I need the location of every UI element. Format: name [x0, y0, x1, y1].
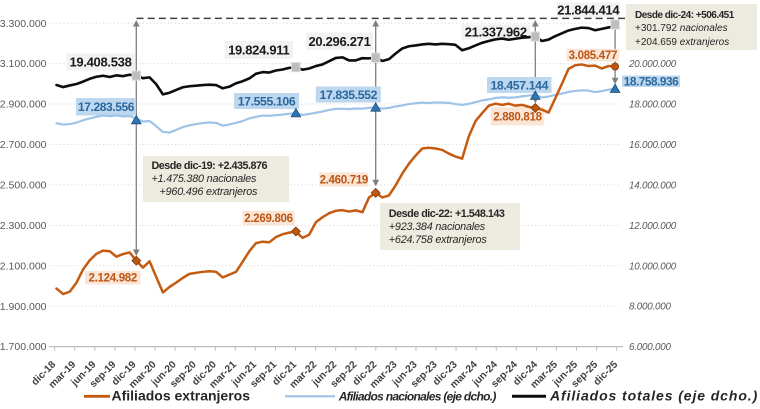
svg-text:21.337.962: 21.337.962 [465, 25, 527, 40]
svg-text:8.000.000: 8.000.000 [629, 302, 672, 313]
svg-text:17.555.106: 17.555.106 [238, 94, 296, 108]
svg-text:1.700.000: 1.700.000 [0, 341, 47, 353]
svg-text:20.000.000: 20.000.000 [628, 59, 677, 70]
svg-text:2.500.000: 2.500.000 [0, 180, 47, 192]
svg-text:17.283.556: 17.283.556 [78, 100, 135, 114]
svg-text:2.460.719: 2.460.719 [320, 174, 368, 186]
svg-text:2.700.000: 2.700.000 [0, 139, 47, 151]
svg-text:2.900.000: 2.900.000 [0, 99, 47, 111]
svg-text:2.269.806: 2.269.806 [244, 213, 292, 225]
svg-text:2.100.000: 2.100.000 [0, 260, 47, 272]
svg-text:3.085.477: 3.085.477 [569, 50, 617, 62]
svg-text:6.000.000: 6.000.000 [629, 342, 672, 353]
svg-text:20.296.271: 20.296.271 [308, 34, 370, 49]
svg-text:1.900.000: 1.900.000 [0, 301, 47, 313]
svg-text:19.824.911: 19.824.911 [228, 43, 289, 58]
svg-text:17.835.552: 17.835.552 [320, 88, 378, 102]
svg-text:Afiliados totales (eje dcho.): Afiliados totales (eje dcho.) [549, 388, 758, 404]
svg-text:18.758.936: 18.758.936 [624, 74, 679, 88]
svg-text:18.000.000: 18.000.000 [629, 100, 677, 111]
svg-text:12.000.000: 12.000.000 [629, 221, 677, 232]
svg-text:18.457.144: 18.457.144 [490, 78, 548, 92]
svg-text:3.300.000: 3.300.000 [0, 18, 47, 30]
svg-text:Afiliados extranjeros: Afiliados extranjeros [112, 388, 251, 404]
svg-text:21.844.414: 21.844.414 [557, 2, 620, 17]
svg-text:Afiliados nacionales (eje dcho: Afiliados nacionales (eje dcho.) [338, 390, 497, 404]
svg-text:10.000.000: 10.000.000 [629, 261, 677, 272]
svg-text:2.880.818: 2.880.818 [493, 111, 542, 123]
svg-text:14.000.000: 14.000.000 [629, 180, 677, 191]
svg-text:2.300.000: 2.300.000 [0, 220, 47, 232]
svg-text:16.000.000: 16.000.000 [629, 140, 677, 151]
svg-text:3.100.000: 3.100.000 [0, 58, 47, 70]
svg-text:2.124.982: 2.124.982 [89, 273, 137, 285]
svg-text:19.408.538: 19.408.538 [69, 55, 131, 70]
